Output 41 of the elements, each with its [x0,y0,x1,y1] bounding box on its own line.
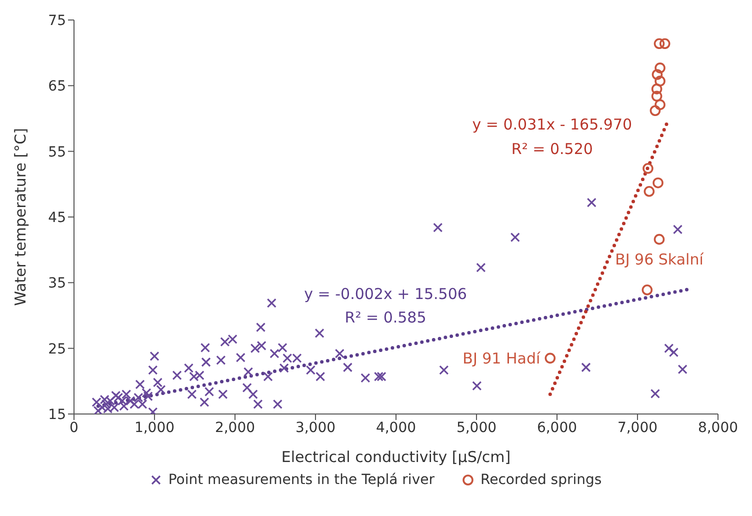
legend-label: Recorded springs [480,472,602,488]
x-tick-label: 5,000 [456,420,497,436]
point [650,105,661,116]
legend-label: Point measurements in the Teplá river [168,472,434,488]
point [654,62,666,74]
x-tick-label: 3,000 [295,420,336,436]
y-tick-label: 45 [48,210,66,226]
y-axis-title: Water temperature [°C] [11,128,30,306]
point [654,99,666,110]
point [642,163,654,174]
point [642,284,653,296]
point [652,177,664,188]
annotation: BJ 91 Hadí [462,349,541,368]
x-tick-label: 2,000 [214,420,256,436]
point [651,84,662,94]
x-tick-label: 0 [70,420,78,436]
annotation: y = 0.031x - 165.970 [472,116,632,134]
y-tick-label: 75 [48,12,66,29]
point [659,38,670,50]
x-tick-label: 1,000 [134,420,175,436]
x-axis-title: Electrical conductivity [μS/cm] [281,448,511,466]
y-tick-label: 55 [48,144,66,160]
x-tick-label: 4,000 [376,420,416,436]
point [544,352,556,364]
point [652,69,663,80]
x-tick-label: 8,000 [698,420,738,436]
y-tick-label: 35 [48,276,66,292]
point [644,186,655,197]
annotation: R² = 0.520 [511,140,593,158]
annotation: y = -0.002x + 15.506 [304,285,467,304]
point [654,234,665,245]
y-tick-label: 15 [48,406,66,423]
point [651,90,662,102]
annotation: BJ 96 Skalní [615,250,704,269]
point [654,76,666,86]
y-tick-label: 25 [48,341,66,358]
x-tick-label: 7,000 [617,420,658,436]
point [654,38,665,50]
y-tick-label: 65 [48,78,66,95]
x-tick-label: 6,000 [536,420,578,436]
annotation: R² = 0.585 [344,308,426,327]
